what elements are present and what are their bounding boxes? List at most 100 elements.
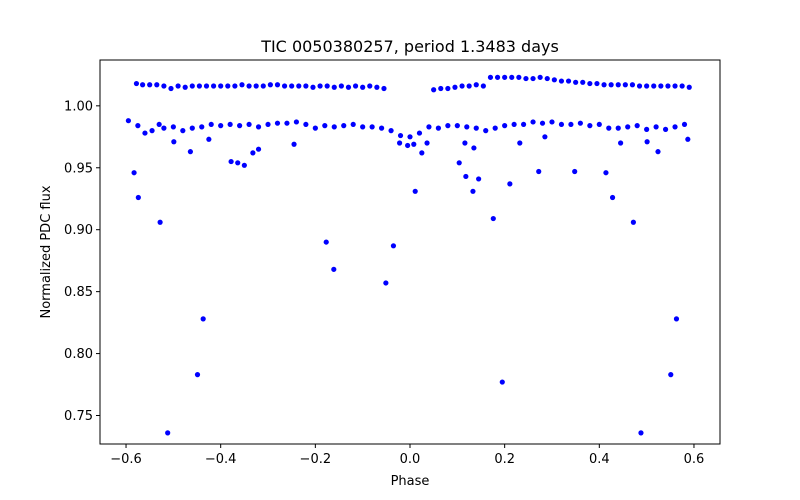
data-point bbox=[573, 79, 579, 85]
data-point bbox=[634, 123, 640, 129]
data-point bbox=[530, 119, 536, 125]
data-point bbox=[228, 158, 234, 165]
data-point bbox=[293, 119, 300, 125]
data-point bbox=[397, 132, 404, 139]
data-point bbox=[131, 170, 137, 176]
data-point bbox=[260, 83, 266, 89]
data-point bbox=[194, 372, 201, 378]
y-tick-label: 0.95 bbox=[64, 161, 93, 176]
data-point bbox=[476, 176, 482, 182]
data-point bbox=[182, 84, 188, 90]
data-point bbox=[189, 83, 195, 89]
y-axis-label: Normalized PDC flux bbox=[39, 185, 54, 318]
data-point bbox=[435, 125, 441, 131]
data-point bbox=[331, 84, 337, 90]
data-point bbox=[568, 121, 574, 128]
data-point bbox=[426, 124, 432, 130]
data-point bbox=[587, 80, 593, 87]
data-point bbox=[206, 136, 212, 142]
scatter-points bbox=[125, 74, 692, 436]
data-point bbox=[405, 142, 411, 149]
data-point bbox=[615, 82, 621, 88]
data-point bbox=[241, 162, 247, 168]
data-point bbox=[323, 239, 329, 245]
data-point bbox=[473, 125, 479, 131]
y-tick-label: 0.90 bbox=[64, 223, 93, 238]
data-point bbox=[246, 121, 252, 128]
data-point bbox=[175, 83, 181, 89]
data-point bbox=[622, 82, 628, 88]
data-point bbox=[587, 123, 593, 129]
data-point bbox=[653, 124, 659, 130]
data-point bbox=[296, 83, 302, 89]
data-point bbox=[284, 120, 290, 126]
data-point bbox=[517, 140, 523, 146]
data-point bbox=[655, 149, 661, 155]
data-point bbox=[149, 128, 155, 134]
data-point bbox=[492, 125, 498, 131]
data-point bbox=[454, 123, 460, 129]
data-point bbox=[322, 123, 328, 129]
data-point bbox=[629, 82, 636, 88]
data-point bbox=[536, 168, 542, 175]
data-point bbox=[303, 121, 309, 128]
data-point bbox=[507, 181, 513, 187]
data-point bbox=[471, 145, 477, 151]
data-point bbox=[324, 83, 330, 89]
data-point bbox=[463, 173, 469, 180]
data-point bbox=[156, 121, 162, 128]
data-point bbox=[416, 130, 423, 136]
data-point bbox=[511, 121, 517, 128]
x-tick-label: −0.4 bbox=[205, 452, 237, 467]
data-point bbox=[312, 125, 318, 131]
data-point bbox=[317, 83, 323, 89]
data-point bbox=[338, 83, 344, 89]
data-point bbox=[154, 82, 160, 88]
x-axis-label: Phase bbox=[391, 474, 430, 489]
data-point bbox=[672, 83, 678, 89]
data-point bbox=[218, 123, 224, 129]
data-point bbox=[551, 77, 557, 83]
data-point bbox=[644, 126, 650, 132]
data-point bbox=[281, 83, 288, 89]
data-point bbox=[644, 139, 650, 145]
data-point bbox=[456, 160, 462, 166]
data-point bbox=[483, 128, 489, 134]
data-point bbox=[438, 85, 444, 92]
data-point bbox=[345, 84, 352, 90]
data-point bbox=[407, 134, 413, 140]
data-point bbox=[509, 74, 515, 80]
data-point bbox=[239, 82, 245, 88]
data-point bbox=[255, 124, 262, 130]
data-point bbox=[681, 121, 688, 128]
data-point bbox=[189, 125, 195, 131]
data-point bbox=[470, 188, 476, 194]
data-point bbox=[609, 194, 616, 201]
data-point bbox=[558, 78, 565, 84]
data-point bbox=[636, 83, 643, 89]
data-point bbox=[367, 83, 373, 89]
data-point bbox=[200, 316, 206, 322]
chart-title: TIC 0050380257, period 1.3483 days bbox=[260, 37, 559, 56]
data-point bbox=[608, 82, 614, 88]
data-point bbox=[199, 124, 205, 130]
data-point bbox=[494, 74, 501, 80]
data-point bbox=[140, 82, 146, 88]
data-point bbox=[651, 83, 657, 89]
data-point bbox=[331, 266, 337, 272]
data-point bbox=[161, 125, 167, 131]
y-tick-label: 0.80 bbox=[64, 347, 93, 362]
data-point bbox=[352, 83, 359, 89]
data-point bbox=[250, 150, 256, 156]
data-point bbox=[157, 219, 163, 225]
data-point bbox=[161, 83, 167, 89]
y-tick-label: 0.85 bbox=[64, 285, 93, 300]
data-point bbox=[530, 75, 536, 82]
data-point bbox=[572, 168, 578, 175]
data-point bbox=[594, 80, 600, 87]
data-point bbox=[235, 160, 241, 166]
data-point bbox=[565, 78, 572, 84]
data-point bbox=[577, 120, 583, 126]
data-point bbox=[274, 120, 281, 126]
